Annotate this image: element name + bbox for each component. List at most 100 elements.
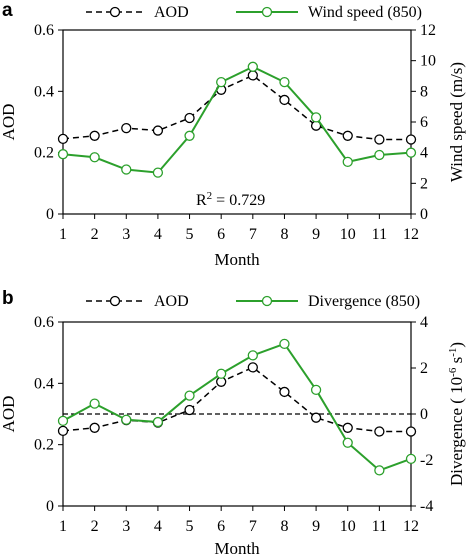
y2-tick-label: -4 [420,498,433,515]
y-tick-label: 0.6 [34,22,54,39]
y2-tick-label: 8 [420,83,428,100]
y-tick-label: 0.4 [34,375,54,392]
x-tick-label: 5 [186,226,194,243]
legend-marker [261,295,273,307]
data-point [184,404,195,416]
legend-label: AOD [154,293,189,310]
legend-marker [261,6,273,18]
data-point [152,167,164,178]
data-point [57,425,69,437]
x-tick-label: 11 [372,226,387,243]
y-tick-label: 0.4 [34,83,54,100]
y-tick-label: 0.2 [34,145,54,162]
data-point [121,164,132,175]
x-tick-label: 11 [372,518,387,535]
data-point [247,350,258,361]
y2-label-sup: -6 [447,367,459,377]
data-point [310,112,322,123]
y2-tick-label: 0 [420,206,428,223]
y2-label-mid: s [447,357,466,368]
data-point [184,112,195,124]
data-point [152,416,164,428]
data-point [89,130,100,141]
chart-panel-b: b1 2 3 4 5 6 7 8 9 10 11 12Month00.20.40.6AOD-4-202… [0,288,466,558]
x-tick-label: 1 [59,226,67,243]
y-axis-label: AOD [0,396,18,433]
x-tick-label: 2 [91,518,99,535]
anno-suffix: = 0.729 [212,192,265,209]
series-line-0 [62,74,411,141]
x-tick-label: 12 [403,226,419,243]
data-point [405,426,417,437]
y2-tick-label: 10 [420,53,436,70]
data-point [89,422,100,433]
y2-tick-label: 4 [420,145,428,162]
data-point [184,130,195,141]
y2-tick-label: 2 [420,360,428,377]
data-point [374,149,385,161]
x-tick-label: 2 [91,226,99,243]
data-point [89,152,100,163]
legend-marker [109,295,121,307]
data-point [342,422,353,433]
data-point [342,130,353,141]
y2-axis-label: Wind speed (m/s) [447,62,466,182]
data-point [279,94,290,106]
y2-tick-label: 6 [420,114,428,131]
legend-marker [109,6,121,18]
x-tick-label: 7 [249,518,257,535]
y2-tick-label: 2 [420,175,428,192]
x-tick-label: 4 [154,518,162,535]
y2-tick-label: 0 [420,406,428,423]
panel-label: a [2,0,13,21]
y2-label-sup2: -1 [447,348,459,357]
x-tick-label: 7 [249,226,257,243]
legend-label: Wind speed (850) [308,4,422,21]
data-point [405,453,417,465]
data-point [216,76,227,88]
x-tick-label: 8 [280,518,288,535]
data-point [310,384,322,396]
x-tick-label: 4 [154,226,162,243]
chart-panel-a: a1 2 3 4 5 6 7 8 9 10 11 12Month00.20.40.6AOD024681… [0,0,466,269]
data-point [374,465,385,476]
x-tick-label: 3 [122,518,130,535]
y-tick-label: 0 [46,206,54,223]
r-squared-annotation: R2 = 0.729 [196,190,265,209]
y-axis-label: AOD [0,104,18,141]
data-point [89,398,100,409]
data-point [405,147,417,158]
x-tick-label: 10 [340,226,356,243]
data-point [152,125,164,136]
data-point [310,412,322,423]
data-point [57,149,69,160]
data-point [184,390,195,401]
data-point [247,362,258,373]
legend-label: AOD [154,4,189,21]
y2-label-prefix: Divergence ( 10 [447,377,466,486]
panel-label: b [2,288,14,309]
x-tick-label: 8 [280,226,288,243]
y2-tick-label: -2 [420,452,433,469]
data-point [405,134,417,145]
x-tick-label: 5 [186,518,194,535]
data-point [374,426,385,437]
anno-prefix: R [196,192,207,209]
x-tick-label: 10 [340,518,356,535]
data-point [57,133,69,145]
data-point [247,61,258,72]
y-tick-label: 0.6 [34,314,54,331]
plot-frame [62,29,412,215]
x-tick-label: 3 [122,226,130,243]
x-tick-label: 6 [217,518,225,535]
data-point [121,122,132,134]
data-point [216,368,227,379]
data-point [57,415,69,427]
legend-label: Divergence (850) [308,293,420,310]
x-tick-label: 9 [312,226,320,243]
series-line-1 [62,342,412,472]
x-axis-label: Month [214,250,260,269]
x-tick-label: 6 [217,226,225,243]
x-tick-label: 1 [59,518,67,535]
